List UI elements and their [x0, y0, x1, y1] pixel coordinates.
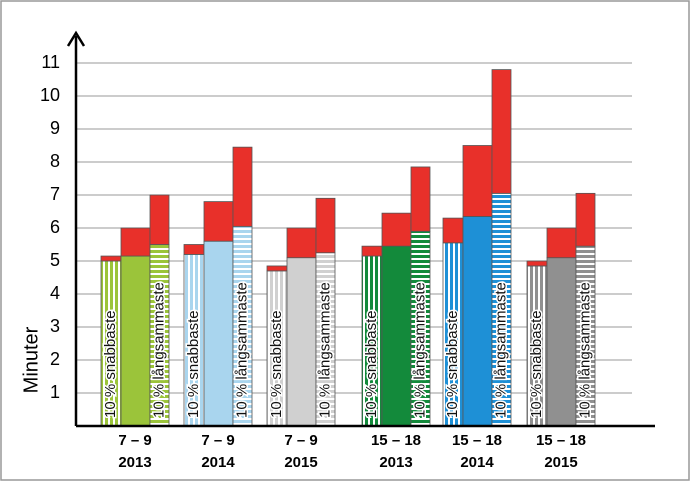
bar-base — [120, 255, 151, 427]
x-tick-label: 15 – 18 — [371, 432, 421, 449]
bar-label: 10 % långsammaste — [150, 282, 167, 418]
x-tick-label: 2015 — [284, 454, 317, 471]
bar-label: 10 % långsammaste — [411, 282, 428, 418]
bar-top — [361, 245, 383, 257]
x-tick-label: 2013 — [379, 454, 412, 471]
bar-top — [203, 201, 234, 242]
bar-label: 10 % långsammaste — [316, 282, 333, 418]
bar-base — [546, 257, 577, 427]
bar-label: 10 % långsammaste — [576, 282, 593, 418]
bar-top — [232, 146, 253, 227]
bar-top — [410, 166, 431, 232]
bar-label: 10 % snabbaste — [102, 310, 119, 418]
bar-top — [442, 217, 464, 244]
bar-top — [491, 69, 512, 194]
x-tick-label: 2015 — [544, 454, 577, 471]
bar-top — [120, 227, 151, 257]
y-tick-label: 10 — [40, 85, 60, 105]
bar-top — [100, 255, 122, 262]
bar-base — [462, 216, 493, 427]
x-tick-label: 2014 — [201, 454, 235, 471]
bar-top — [462, 145, 493, 217]
y-axis-arrow — [66, 30, 86, 47]
y-tick-label: 11 — [41, 52, 60, 72]
bar-label: 10 % snabbaste — [185, 310, 202, 418]
bar-label: 10 % snabbaste — [363, 310, 380, 418]
y-tick-label: 5 — [50, 250, 60, 270]
y-tick-label: 2 — [50, 349, 60, 369]
x-tick-label: 15 – 18 — [536, 432, 586, 449]
x-tick-label: 7 – 9 — [284, 432, 317, 449]
y-tick-label: 6 — [50, 217, 60, 237]
y-tick-label: 3 — [50, 316, 60, 336]
bar-top — [381, 212, 412, 247]
bar-base — [286, 257, 317, 427]
bar-top — [526, 260, 548, 267]
bar-top — [315, 197, 336, 254]
y-tick-label: 4 — [50, 283, 60, 303]
y-axis-label: Minuter — [20, 326, 42, 393]
x-tick-label: 2013 — [118, 454, 151, 471]
bar-top — [575, 192, 596, 247]
bar-label: 10 % långsammaste — [492, 282, 509, 418]
bar-base — [381, 245, 412, 427]
bar-label: 10 % snabbaste — [528, 310, 545, 418]
x-tick-label: 7 – 9 — [118, 432, 151, 449]
bar-base — [203, 240, 234, 427]
y-tick-label: 9 — [50, 118, 60, 138]
bar-top — [546, 227, 577, 259]
bar-top — [183, 244, 205, 255]
x-tick-label: 7 – 9 — [201, 432, 234, 449]
bar-label: 10 % snabbaste — [444, 310, 461, 418]
bar-label: 10 % långsammaste — [233, 282, 250, 418]
y-tick-label: 7 — [50, 184, 60, 204]
y-tick-label: 1 — [50, 382, 60, 402]
x-tick-label: 2014 — [460, 454, 494, 471]
bar-label: 10 % snabbaste — [268, 310, 285, 418]
bar-top — [149, 194, 170, 245]
x-tick-label: 15 – 18 — [452, 432, 502, 449]
bar-top — [286, 227, 317, 259]
y-tick-label: 8 — [50, 151, 60, 171]
bar-top — [266, 265, 288, 272]
